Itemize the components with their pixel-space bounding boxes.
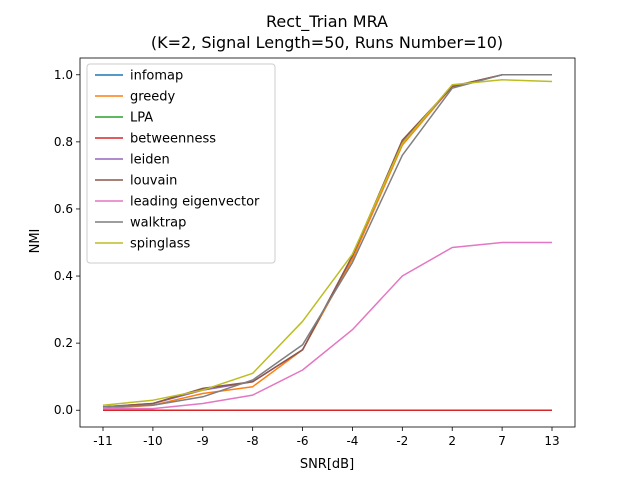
legend-label-3: betweenness [130,132,216,147]
axes: -11 -10 -9 -8 -6 -4 -2 2 7 13 0.0 0.2 0.4 0.6 0.8 1.0 [54,57,576,448]
legend-label-4: leiden [130,153,170,168]
y-tick-label-1: 0.2 [54,336,73,350]
x-tick-label-1: -10 [143,434,163,448]
x-tick-label-4: -6 [297,434,309,448]
y-axis-label: NMI [28,229,43,254]
legend: infomap greedy LPA betweenness leiden louvain… [86,63,276,264]
legend-label-1: greedy [130,90,176,105]
x-tick-label-3: -8 [247,434,259,448]
x-tick-label-0: -11 [93,434,113,448]
chart-title: Rect_Trian MRA [266,12,388,32]
x-tick-label-8: 7 [498,434,506,448]
legend-label-7: walktrap [130,216,186,231]
plot-frame [79,57,576,428]
y-tick-label-3: 0.6 [54,202,73,216]
series-line-8 [102,79,553,406]
legend-label-6: leading eigenvector [130,195,260,210]
legend-box [86,63,276,264]
x-axis-label: SNR[dB] [300,457,354,472]
legend-label-8: spinglass [130,237,190,252]
x-tick-label-6: -2 [396,434,408,448]
x-tick-label-5: -4 [346,434,358,448]
x-tick-label-2: -9 [197,434,209,448]
y-tick-label-4: 0.8 [54,135,73,149]
legend-label-2: LPA [130,111,153,126]
legend-label-5: louvain [130,174,177,189]
x-tick-label-9: 13 [544,434,559,448]
series-line-7 [102,74,552,408]
y-tick-label-0: 0.0 [54,403,73,417]
y-tick-label-5: 1.0 [54,68,73,82]
series-lines [102,74,553,411]
legend-label-0: infomap [130,69,183,84]
y-tick-label-2: 0.4 [54,269,73,283]
series-line-6 [103,241,552,410]
x-tick-label-7: 2 [448,434,456,448]
chart-subtitle: (K=2, Signal Length=50, Runs Number=10) [151,33,503,52]
